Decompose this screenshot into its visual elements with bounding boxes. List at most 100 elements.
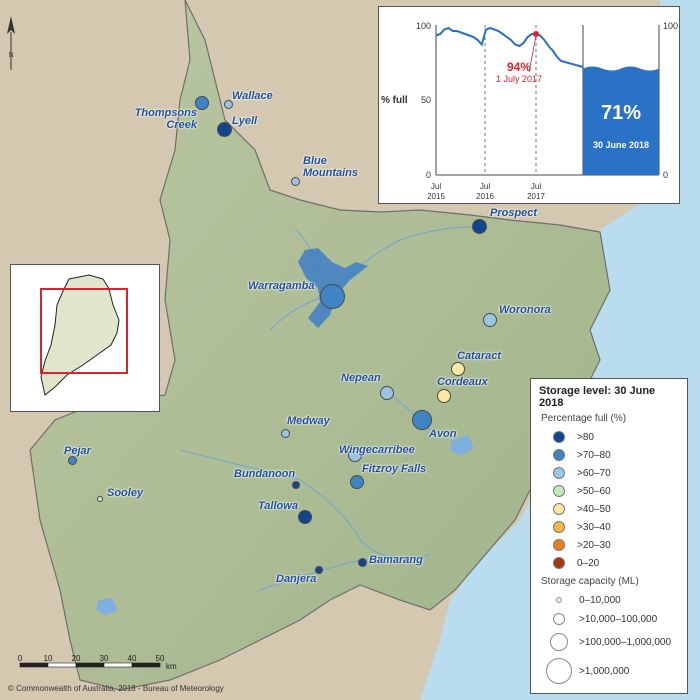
legend-pct-label: 0–20 [577,557,600,569]
legend-swatch [553,521,565,533]
label-warragamba: Warragamba [248,280,315,292]
legend-pct-label: >40–50 [577,503,611,515]
y-tick-0: 0 [426,170,431,180]
storage-series-line [435,26,584,68]
scale-tick-1: 10 [44,655,53,663]
legend-ring [550,633,568,651]
rivers [179,226,481,591]
marker-tallowa[interactable] [298,510,312,524]
legend-cap-title: Storage capacity (ML) [541,576,639,587]
legend-swatch [553,449,565,461]
marker-warragamba[interactable] [320,284,345,309]
x-tick-month-0: Jul [431,182,441,191]
marker-avon[interactable] [412,410,432,430]
label-cataract: Cataract [457,350,502,362]
inset-extent-box [40,288,128,374]
legend-pct-item: >70–80 [539,446,679,464]
legend-pct-label: >60–70 [577,467,611,479]
current-level-fill [583,66,659,175]
legend-ring [546,658,572,684]
legend-pct-label: >20–30 [577,539,611,551]
label-thompsons-creek: Thompsons Creek [134,107,197,132]
scale-tick-0: 0 [18,655,23,663]
legend-swatch [553,539,565,551]
marker-thompsons-creek[interactable] [195,96,209,110]
marker-prospect[interactable] [472,219,487,234]
label-danjera: Danjera [276,573,317,585]
marker-bundanoon[interactable] [292,481,300,489]
x-tick-year-2: 2017 [527,192,545,201]
marker-cordeaux[interactable] [437,389,451,403]
x-tick-month-1: Jul [480,182,490,191]
right-tick-0: 0 [663,170,668,180]
storage-level-chart: 100 50 0 % full 100 0 Jul 2015 Jul 2016 … [381,21,678,201]
credit: © Commonwealth of Australia, 2018 - Bure… [8,684,224,693]
marker-fitzroy-falls[interactable] [350,475,364,489]
legend-pct-title: Percentage full (%) [541,413,627,424]
marker-bamarang[interactable] [358,558,367,567]
location-inset [10,264,160,412]
legend-ring [556,597,562,603]
label-bundanoon: Bundanoon [234,468,296,480]
highlight-leader [528,35,537,73]
highlight-value: 94% [507,60,531,74]
catchment-area [29,0,611,691]
marker-wingecarribee[interactable] [348,448,362,462]
label-sooley: Sooley [107,487,144,499]
highlight-date: 1 July 2017 [496,74,542,84]
marker-cataract[interactable] [451,362,465,376]
marker-woronora[interactable] [483,313,497,327]
legend-swatch [553,431,565,443]
highlight-point [533,31,539,37]
lake-sooley [96,598,118,615]
label-cordeaux: Cordeaux [437,376,488,388]
legend-pct-item: >30–40 [539,518,679,536]
label-lyell: Lyell [232,115,258,127]
x-tick-year-1: 2016 [476,192,494,201]
scale-tick-5: 50 [156,655,165,663]
legend-swatch [553,485,565,497]
marker-medway[interactable] [281,429,290,438]
marker-pejar[interactable] [68,456,77,465]
legend-ring [553,613,565,625]
scale-tick-2: 20 [72,655,81,663]
scale-unit: km [166,662,177,671]
storage-chart-panel: 100 50 0 % full 100 0 Jul 2015 Jul 2016 … [378,6,680,204]
label-nepean: Nepean [341,372,381,384]
legend-cap-item: >10,000–100,000 [539,609,679,629]
label-wallace: Wallace [232,90,273,102]
legend-cap-label: >100,000–1,000,000 [579,636,672,648]
label-avon: Avon [429,428,457,440]
legend-title: Storage level: 30 June 2018 [539,385,656,409]
marker-lyell[interactable] [217,122,232,137]
label-tallowa: Tallowa [258,500,298,512]
legend-swatch [553,557,565,569]
x-tick-year-0: 2015 [427,192,445,201]
marker-sooley[interactable] [97,496,103,502]
marker-danjera[interactable] [315,566,323,574]
label-bamarang: Bamarang [369,554,423,566]
legend-cap-label: 0–10,000 [579,594,621,606]
north-label: N [8,52,13,59]
legend-cap-item: >100,000–1,000,000 [539,629,679,655]
current-date: 30 June 2018 [593,140,649,150]
x-tick-month-2: Jul [531,182,541,191]
label-fitzroy-falls: Fitzroy Falls [362,463,427,475]
marker-wallace[interactable] [224,100,233,109]
legend-pct-item: 0–20 [539,554,679,572]
label-woronora: Woronora [499,304,551,316]
current-value: 71% [601,102,641,124]
north-arrow: N [4,12,18,77]
scale-bar: 0 10 20 30 40 50 km [14,654,194,684]
y-axis-label: % full [381,95,408,106]
y-tick-100: 100 [416,21,431,31]
marker-blue-mountains[interactable] [291,177,300,186]
legend-pct-label: >70–80 [577,449,611,461]
label-medway: Medway [287,415,330,427]
legend-pct-label: >30–40 [577,521,611,533]
y-tick-50: 50 [421,95,431,105]
marker-nepean[interactable] [380,386,394,400]
legend-pct-item: >60–70 [539,464,679,482]
right-tick-100: 100 [663,21,678,31]
legend-pct-label: >50–60 [577,485,611,497]
